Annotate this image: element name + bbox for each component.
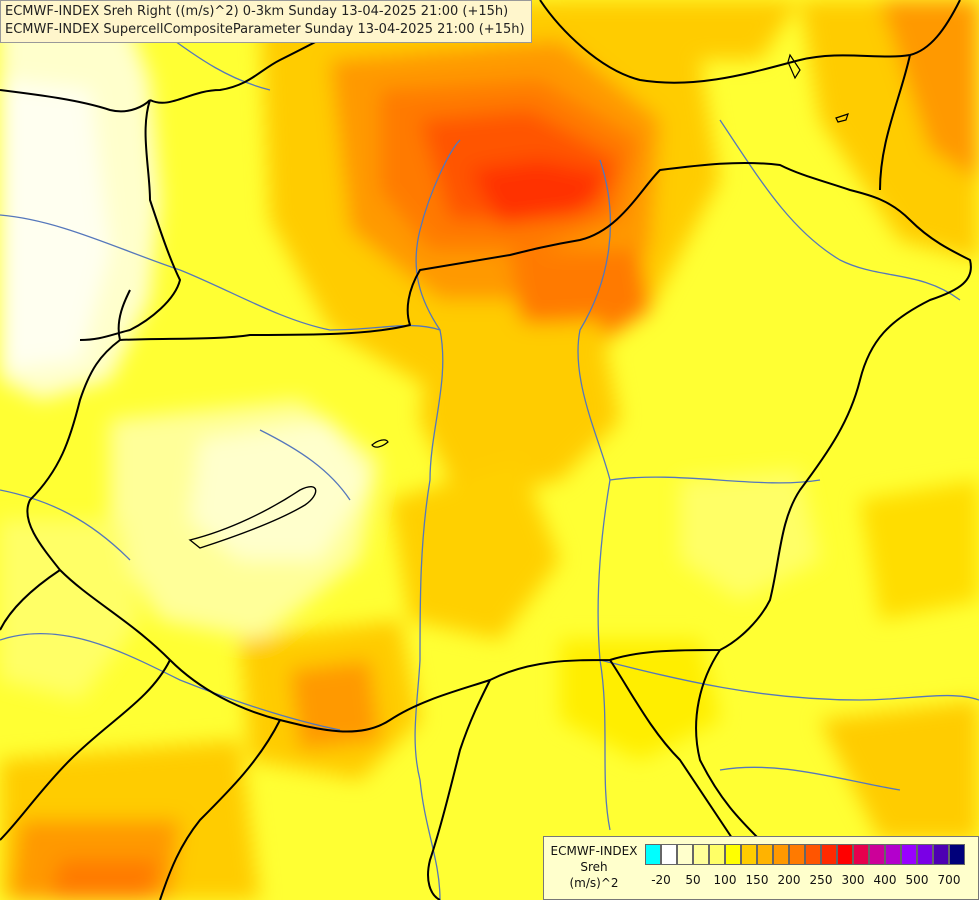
legend-swatch bbox=[725, 844, 741, 865]
legend-title: ECMWF-INDEX bbox=[550, 844, 638, 858]
legend-swatches bbox=[645, 844, 965, 865]
title-line-1: ECMWF-INDEX Sreh Right ((m/s)^2) 0-3km S… bbox=[5, 4, 509, 19]
legend-swatch bbox=[869, 844, 885, 865]
map-title-box: ECMWF-INDEX Sreh Right ((m/s)^2) 0-3km S… bbox=[0, 0, 532, 43]
legend-tick-label: 300 bbox=[841, 873, 865, 887]
legend-variable: Sreh bbox=[580, 860, 608, 874]
legend-swatch bbox=[853, 844, 869, 865]
legend-tick-label: 100 bbox=[713, 873, 737, 887]
legend-swatch bbox=[917, 844, 933, 865]
lake-outline bbox=[188, 486, 317, 549]
title-line-2: ECMWF-INDEX SupercellCompositeParameter … bbox=[5, 22, 525, 37]
legend-swatch bbox=[901, 844, 917, 865]
rivers bbox=[0, 29, 979, 900]
legend-tick-label: 50 bbox=[685, 873, 701, 887]
legend-swatch bbox=[661, 844, 677, 865]
legend-swatch bbox=[645, 844, 661, 865]
legend-swatch bbox=[709, 844, 725, 865]
legend-swatch bbox=[885, 844, 901, 865]
legend-tick-label: 700 bbox=[937, 873, 961, 887]
legend-swatch bbox=[741, 844, 757, 865]
legend-swatch bbox=[933, 844, 949, 865]
legend-tick-label: 150 bbox=[745, 873, 769, 887]
legend-swatch bbox=[837, 844, 853, 865]
legend-tick-label: 250 bbox=[809, 873, 833, 887]
legend-swatch bbox=[949, 844, 965, 865]
legend-swatch bbox=[789, 844, 805, 865]
legend-tick-label: 400 bbox=[873, 873, 897, 887]
legend-tick-label: 500 bbox=[905, 873, 929, 887]
legend-ticks: -20 50 100 150 200 250 300 400 500 700 bbox=[645, 873, 975, 891]
color-legend: ECMWF-INDEX Sreh (m/s)^2 -20 50 100 150 200 2… bbox=[543, 836, 979, 900]
legend-unit: (m/s)^2 bbox=[569, 876, 619, 890]
legend-tick-label: -20 bbox=[651, 873, 671, 887]
legend-swatch bbox=[757, 844, 773, 865]
legend-swatch bbox=[677, 844, 693, 865]
legend-swatch bbox=[773, 844, 789, 865]
legend-swatch bbox=[821, 844, 837, 865]
legend-labels: ECMWF-INDEX Sreh (m/s)^2 bbox=[546, 843, 642, 891]
legend-swatch bbox=[805, 844, 821, 865]
legend-tick-label: 200 bbox=[777, 873, 801, 887]
legend-swatch bbox=[693, 844, 709, 865]
